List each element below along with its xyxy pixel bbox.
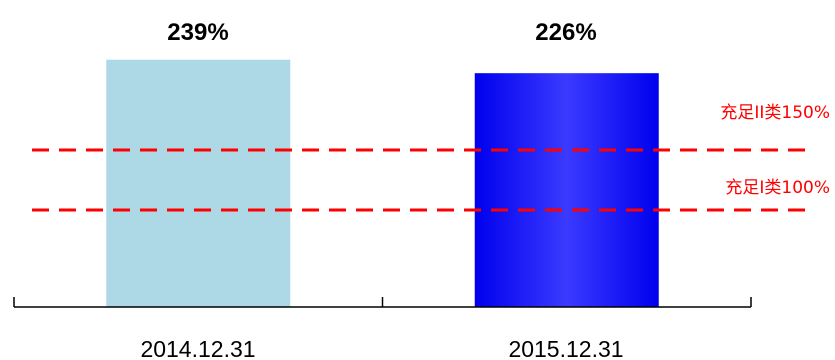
- labels-layer: 239% 226% 2014.12.31 2015.12.31 充足II类150…: [140, 19, 830, 360]
- bar-value-label-2014: 239%: [167, 19, 228, 46]
- x-axis: [13, 297, 752, 308]
- bars-layer: [106, 59, 659, 307]
- x-tick-label-2014: 2014.12.31: [140, 336, 255, 360]
- reference-label-class-ii: 充足II类150%: [720, 103, 830, 123]
- bar-value-label-2015: 226%: [535, 19, 596, 46]
- reference-lines-layer: [32, 148, 808, 212]
- reference-label-class-i: 充足I类100%: [725, 178, 830, 198]
- bar-2014.12.31: [106, 59, 291, 307]
- bar-2015.12.31: [474, 73, 659, 307]
- x-tick-label-2015: 2015.12.31: [508, 336, 623, 360]
